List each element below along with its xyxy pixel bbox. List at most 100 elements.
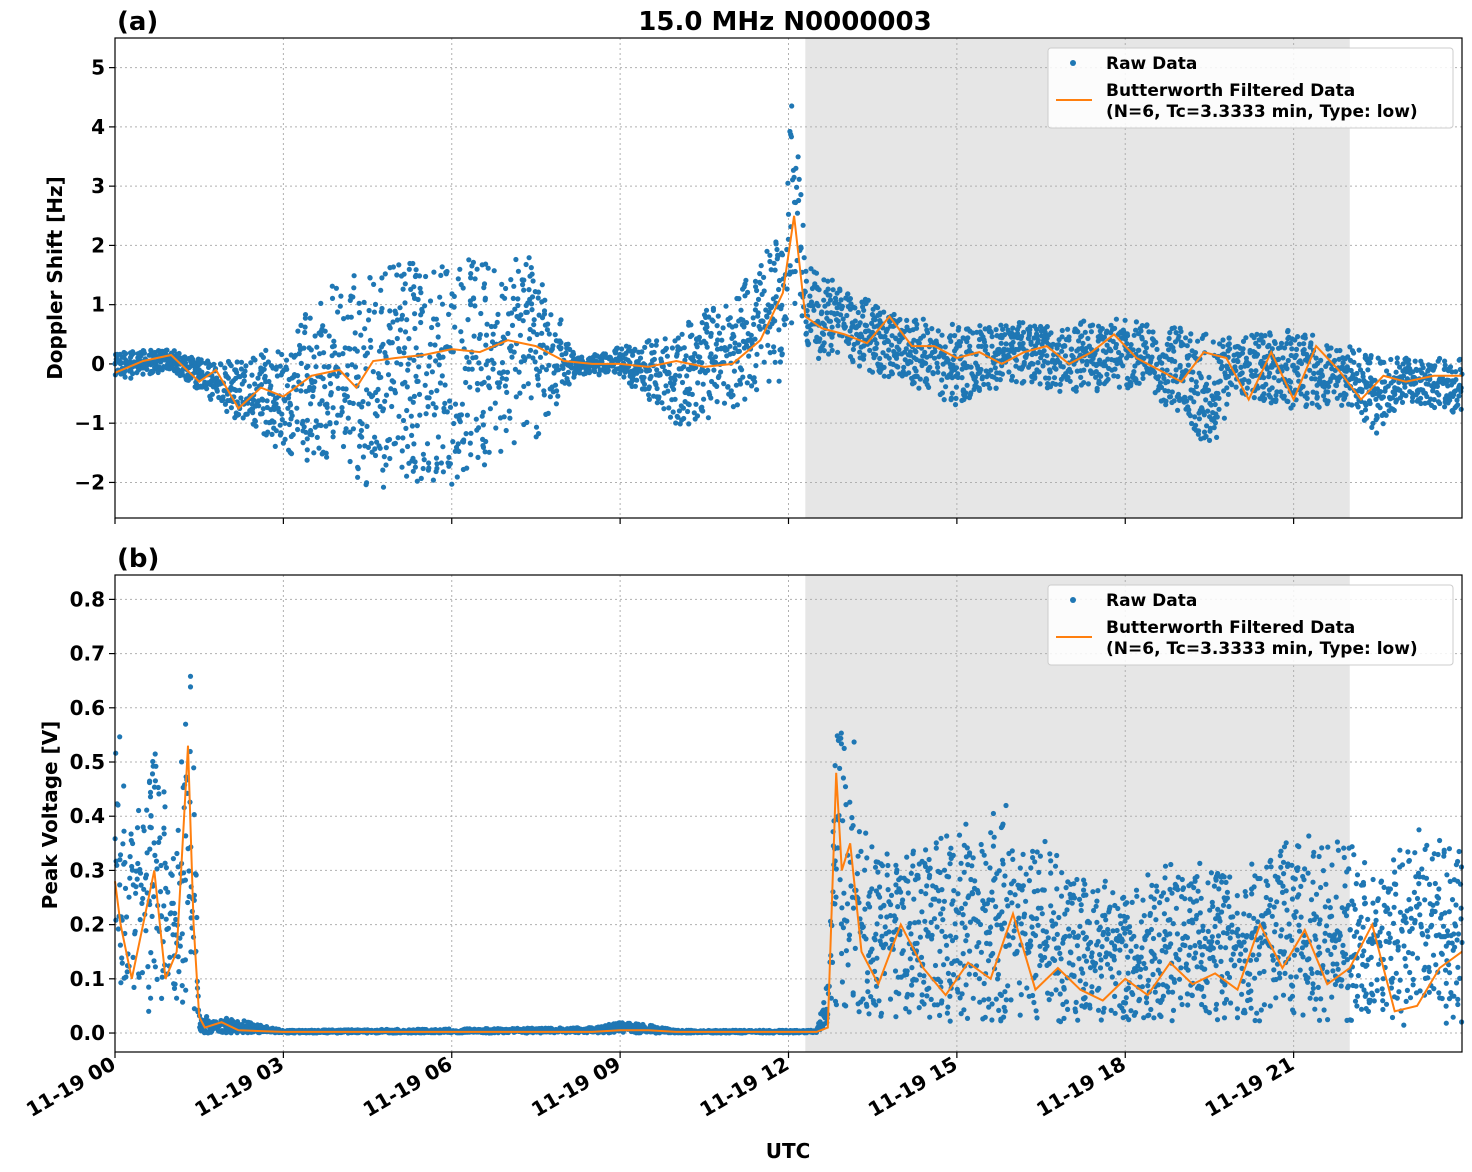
raw-data-point xyxy=(1188,331,1194,337)
raw-data-point xyxy=(511,440,517,446)
y-tick-label: 0.7 xyxy=(70,642,105,666)
raw-data-point xyxy=(838,297,844,303)
raw-data-point xyxy=(1296,341,1302,347)
raw-data-point xyxy=(151,840,157,846)
raw-data-point xyxy=(174,351,180,358)
raw-data-point xyxy=(347,346,353,352)
raw-data-point xyxy=(966,395,973,401)
raw-data-point xyxy=(234,359,240,365)
raw-data-point xyxy=(964,382,970,388)
raw-data-point xyxy=(978,366,984,373)
raw-data-point xyxy=(755,296,762,302)
raw-data-point xyxy=(1204,423,1210,429)
raw-data-point xyxy=(1158,398,1164,404)
raw-data-point xyxy=(323,423,329,429)
raw-data-point xyxy=(958,339,964,345)
raw-data-point xyxy=(752,336,758,342)
y-tick-label: 0.5 xyxy=(70,750,105,774)
raw-data-point xyxy=(399,464,405,470)
raw-data-point xyxy=(1267,332,1273,338)
raw-data-point xyxy=(1269,346,1275,352)
raw-data-point xyxy=(1248,368,1254,374)
raw-data-point xyxy=(330,429,336,435)
raw-data-point xyxy=(1172,358,1178,364)
raw-data-point xyxy=(1333,382,1340,389)
raw-data-point xyxy=(764,329,771,335)
raw-data-point xyxy=(515,296,521,302)
raw-data-point xyxy=(204,359,210,366)
raw-data-point xyxy=(122,374,128,380)
raw-data-point xyxy=(1246,379,1252,385)
y-tick-label: 4 xyxy=(91,115,105,139)
raw-data-point xyxy=(1078,374,1084,380)
raw-data-point xyxy=(1340,360,1346,366)
raw-data-point xyxy=(485,265,491,271)
raw-data-point xyxy=(528,395,534,401)
raw-data-point xyxy=(922,378,928,384)
raw-data-point xyxy=(1359,387,1365,393)
raw-data-point xyxy=(716,373,722,379)
raw-data-point xyxy=(433,405,439,411)
raw-data-point xyxy=(889,371,896,377)
raw-data-point xyxy=(767,252,773,258)
raw-data-point xyxy=(1084,358,1090,364)
raw-data-point xyxy=(122,859,128,866)
raw-data-point xyxy=(414,423,420,429)
raw-data-point xyxy=(141,886,147,892)
raw-data-point xyxy=(1124,375,1131,381)
raw-data-point xyxy=(153,858,160,864)
raw-data-point xyxy=(422,382,428,388)
raw-data-point xyxy=(133,884,139,890)
raw-data-point xyxy=(570,349,576,355)
raw-data-point xyxy=(943,384,949,390)
raw-data-point xyxy=(835,323,841,329)
raw-data-point xyxy=(712,359,719,365)
raw-data-point xyxy=(931,355,938,361)
raw-data-point xyxy=(443,269,449,275)
raw-data-point xyxy=(950,362,956,368)
raw-data-point xyxy=(320,376,326,382)
legend-raw-marker xyxy=(1070,60,1076,66)
raw-data-point xyxy=(871,316,877,322)
raw-data-point xyxy=(313,364,319,370)
raw-data-point xyxy=(1027,324,1033,330)
raw-data-point xyxy=(1218,359,1224,365)
raw-data-point xyxy=(365,444,371,450)
raw-data-point xyxy=(1060,364,1066,370)
raw-data-point xyxy=(1153,339,1159,345)
raw-data-point xyxy=(516,369,522,375)
raw-data-point xyxy=(716,330,723,336)
raw-data-point xyxy=(916,385,922,391)
raw-data-point xyxy=(554,363,560,369)
raw-data-point xyxy=(1319,373,1325,379)
raw-data-point xyxy=(699,404,705,410)
raw-data-point xyxy=(134,370,140,376)
raw-data-point xyxy=(309,432,315,438)
raw-data-point xyxy=(457,266,463,272)
raw-data-point xyxy=(618,356,624,362)
raw-data-point xyxy=(474,427,480,433)
raw-data-point xyxy=(1313,355,1319,361)
raw-data-point xyxy=(779,352,785,358)
raw-data-point xyxy=(1062,343,1068,349)
raw-data-point xyxy=(361,299,367,305)
raw-data-point xyxy=(250,355,256,361)
raw-data-point xyxy=(460,466,466,473)
raw-data-point xyxy=(554,388,560,394)
raw-data-point xyxy=(751,321,757,327)
raw-data-point xyxy=(976,387,983,393)
raw-data-point xyxy=(874,340,880,347)
raw-data-point xyxy=(1130,347,1136,353)
raw-data-point xyxy=(1136,347,1142,353)
raw-data-point xyxy=(1108,348,1114,354)
raw-data-point xyxy=(117,852,124,858)
raw-data-point xyxy=(1261,375,1267,381)
raw-data-point xyxy=(537,354,544,360)
raw-data-point xyxy=(1238,364,1244,370)
raw-data-point xyxy=(840,316,846,322)
raw-data-point xyxy=(1450,409,1456,415)
raw-data-point xyxy=(1167,394,1174,400)
raw-data-point xyxy=(700,381,706,387)
raw-data-point xyxy=(374,439,380,445)
raw-data-point xyxy=(882,333,888,340)
